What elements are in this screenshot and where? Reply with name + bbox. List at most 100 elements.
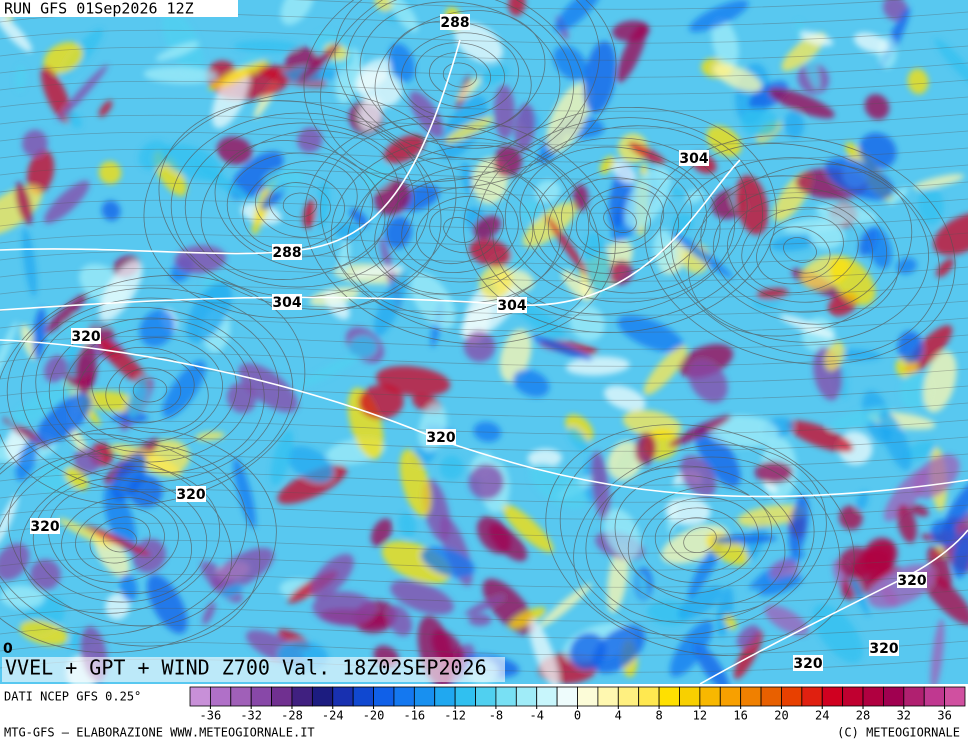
map-title: VVEL + GPT + WIND Z700 Val. 18Z02SEP2026 bbox=[5, 656, 487, 680]
field-blob bbox=[468, 613, 492, 627]
wind-streamlines bbox=[0, 0, 968, 673]
streamline bbox=[19, 466, 221, 614]
streamline bbox=[559, 433, 841, 647]
field-blob bbox=[29, 559, 61, 591]
field-blob bbox=[688, 359, 728, 403]
field-blob bbox=[508, 0, 526, 17]
streamline bbox=[769, 226, 831, 274]
streamline bbox=[783, 237, 817, 263]
field-blob bbox=[909, 504, 929, 517]
colorbar-box bbox=[679, 686, 701, 707]
colorbar-box bbox=[617, 686, 640, 707]
field-blob bbox=[298, 43, 340, 82]
contour-label: 288 bbox=[440, 15, 469, 31]
colorbar-box bbox=[515, 686, 538, 707]
contour-label-box bbox=[679, 150, 709, 166]
field-blob bbox=[464, 595, 506, 616]
colorbar-box bbox=[332, 686, 354, 707]
streamline bbox=[0, 113, 968, 129]
field-blob bbox=[607, 441, 643, 481]
field-blob bbox=[409, 91, 444, 138]
field-blob bbox=[162, 10, 204, 76]
streamline bbox=[401, 186, 519, 274]
field-blob bbox=[302, 199, 318, 229]
field-blob bbox=[763, 481, 778, 493]
colorbar-box bbox=[781, 686, 803, 707]
field-blob bbox=[398, 512, 417, 538]
field-blob bbox=[363, 162, 392, 191]
colorbar-box bbox=[577, 686, 599, 707]
field-blob bbox=[444, 116, 494, 144]
streamline bbox=[32, 477, 208, 603]
field-blob bbox=[388, 43, 415, 82]
field-blob bbox=[32, 307, 47, 361]
field-blob bbox=[952, 530, 968, 579]
streamline bbox=[442, 62, 478, 88]
streamline bbox=[282, 192, 318, 218]
colorbar-box bbox=[903, 686, 925, 707]
colorbar: -36 -32 -28 -24 -20 -16 -12 -8 -4 0 4 8 12 16 20 24 28 32… bbox=[189, 686, 966, 723]
streamline bbox=[600, 465, 800, 615]
field-blob bbox=[105, 593, 130, 620]
streamline bbox=[0, 555, 968, 571]
streamline bbox=[0, 45, 968, 61]
field-blob bbox=[707, 415, 779, 448]
colorbar-box bbox=[883, 686, 905, 707]
field-blob bbox=[456, 76, 482, 101]
field-blob bbox=[312, 591, 377, 626]
field-blob bbox=[913, 174, 965, 190]
field-blob bbox=[583, 41, 617, 114]
streamline bbox=[320, 0, 600, 182]
streamline bbox=[400, 32, 520, 118]
streamline bbox=[726, 197, 874, 303]
contour-label-box bbox=[869, 640, 899, 656]
field-blob bbox=[824, 157, 894, 201]
field-blob bbox=[22, 227, 37, 297]
field-blob bbox=[917, 186, 944, 225]
field-blob bbox=[617, 315, 684, 353]
field-blob bbox=[591, 625, 646, 674]
colorbar-tick-label: 36 bbox=[937, 709, 951, 723]
field-blob bbox=[897, 330, 924, 364]
streamline bbox=[0, 215, 968, 231]
streamline bbox=[575, 186, 665, 254]
field-blob bbox=[933, 212, 968, 256]
streamline bbox=[545, 424, 855, 656]
streamline bbox=[0, 538, 968, 554]
contour-label-box bbox=[176, 486, 206, 502]
streamline bbox=[0, 266, 968, 282]
streamline bbox=[532, 157, 708, 283]
colorbar-box bbox=[842, 686, 864, 707]
field-blob bbox=[43, 41, 84, 74]
field-blob bbox=[374, 0, 396, 12]
contour-label: 304 bbox=[272, 295, 301, 311]
field-blob bbox=[665, 497, 711, 526]
streamline bbox=[304, 115, 616, 345]
field-blob bbox=[0, 495, 19, 546]
field-blob bbox=[934, 38, 968, 89]
streamline bbox=[504, 137, 736, 303]
colorbar-box bbox=[352, 686, 374, 707]
streamline bbox=[0, 453, 968, 469]
contour-label: 320 bbox=[897, 573, 926, 589]
field-blob bbox=[384, 216, 412, 249]
streamline bbox=[48, 317, 252, 463]
streamline bbox=[7, 453, 233, 627]
streamline bbox=[0, 427, 277, 653]
colorbar-box bbox=[454, 686, 476, 707]
colorbar-box bbox=[393, 686, 415, 707]
streamline bbox=[0, 504, 968, 520]
streamline bbox=[0, 521, 968, 537]
colorbar-box bbox=[597, 686, 619, 707]
field-blob bbox=[15, 181, 33, 226]
streamline bbox=[0, 368, 968, 384]
field-blob bbox=[637, 572, 648, 599]
field-blob bbox=[521, 200, 544, 223]
field-blob bbox=[420, 546, 475, 578]
contour-label: 320 bbox=[71, 329, 100, 345]
field-blob bbox=[913, 454, 960, 499]
streamline bbox=[687, 163, 913, 337]
field-blob bbox=[944, 479, 968, 531]
contour-label: 320 bbox=[176, 487, 205, 503]
streamline bbox=[561, 177, 679, 263]
